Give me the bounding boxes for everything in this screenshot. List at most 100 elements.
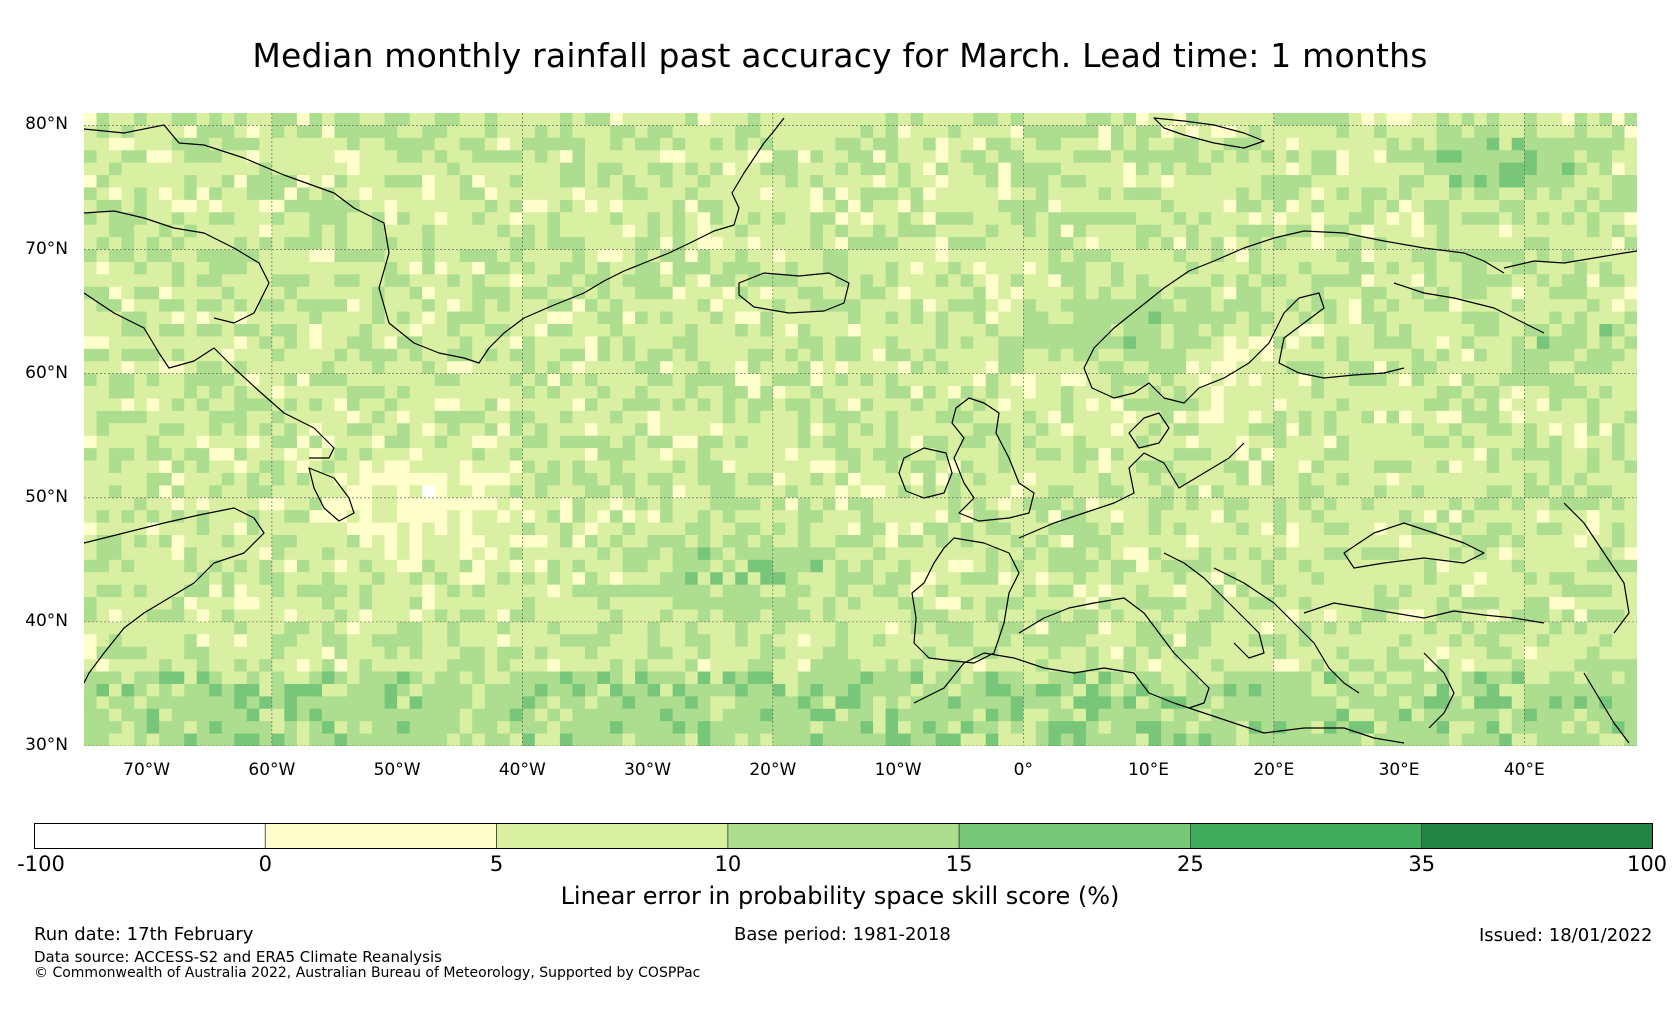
skill-cell [1561,559,1575,573]
skill-cell [1161,547,1175,561]
skill-cell [847,311,862,325]
skill-cell [547,274,561,288]
skill-cell [1035,547,1049,561]
skill-cell [497,150,511,164]
skill-cell [534,137,548,151]
skill-cell [334,361,348,375]
skill-cell [722,336,736,350]
skill-cell [1424,162,1438,176]
skill-cell [96,212,110,226]
skill-cell [321,311,336,325]
skill-cell [422,410,436,424]
skill-cell [1449,584,1463,598]
skill-cell [384,448,398,462]
skill-cell [184,150,198,164]
skill-cell [372,137,386,151]
skill-cell [472,199,486,213]
skill-cell [1586,261,1601,275]
skill-cell [1173,286,1187,300]
skill-cell [1148,150,1162,164]
skill-cell [121,187,135,201]
skill-cell [710,237,724,251]
skill-cell [434,361,448,375]
skill-cell [998,150,1012,164]
skill-cell [610,472,624,486]
skill-cell [822,348,837,362]
skill-cell [1449,150,1463,164]
skill-cell [484,559,498,573]
skill-cell [472,410,486,424]
skill-cell [610,435,624,449]
skill-cell [1298,199,1312,213]
skill-cell [422,472,436,486]
skill-cell [1399,497,1413,511]
skill-cell [1599,448,1613,462]
skill-cell [985,361,999,375]
skill-cell [822,113,837,127]
skill-cell [584,448,599,462]
skill-cell [923,597,937,611]
skill-cell [647,199,661,213]
skill-cell [797,435,811,449]
skill-cell [497,311,511,325]
skill-cell [234,472,248,486]
skill-cell [1136,162,1150,176]
skill-cell [296,237,311,251]
skill-cell [1436,572,1450,586]
skill-cell [271,175,285,189]
skill-cell [159,361,173,375]
skill-cell [1186,485,1200,499]
skill-cell [1461,572,1475,586]
skill-cell [1148,547,1162,561]
skill-cell [1561,113,1575,127]
skill-cell [1399,137,1413,151]
skill-cell [309,597,323,611]
skill-cell [1574,125,1588,139]
skill-cell [1048,510,1062,524]
skill-cell [685,162,699,176]
skill-cell [1035,398,1049,412]
skill-cell [1611,261,1626,275]
skill-cell [910,497,924,511]
skill-cell [1361,336,1375,350]
skill-cell [597,559,611,573]
skill-cell [1449,361,1463,375]
skill-cell [534,398,548,412]
skill-cell [785,386,799,400]
skill-cell [384,510,398,524]
skill-cell [610,423,624,437]
skill-cell [134,547,148,561]
skill-cell [284,485,298,499]
skill-cell [309,286,323,300]
skill-cell [948,547,962,561]
skill-cell [923,522,937,536]
skill-cell [1624,324,1637,338]
skill-cell [1273,249,1287,263]
skill-cell [1123,497,1137,511]
skill-cell [184,535,198,549]
skill-cell [1599,237,1613,251]
skill-cell [1073,559,1087,573]
skill-cell [747,584,761,598]
skill-cell [835,113,849,127]
skill-cell [822,175,837,189]
skill-cell [209,572,223,586]
skill-cell [860,423,874,437]
skill-cell [785,535,799,549]
skill-cell [522,199,536,213]
skill-cell [1599,175,1613,189]
skill-cell [1474,522,1488,536]
skill-cell [347,559,361,573]
skill-cell [472,547,486,561]
skill-cell [1348,162,1363,176]
skill-cell [497,398,511,412]
skill-cell [1035,448,1049,462]
skill-cell [422,274,436,288]
skill-cell [772,150,786,164]
skill-cell [321,472,336,486]
skill-cell [1098,125,1112,139]
skill-cell [296,261,311,275]
skill-cell [1035,361,1049,375]
skill-cell [1624,286,1637,300]
skill-cell [710,125,724,139]
